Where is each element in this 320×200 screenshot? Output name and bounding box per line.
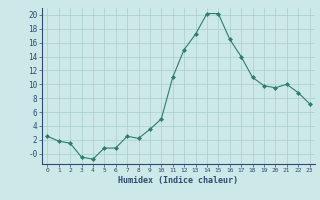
X-axis label: Humidex (Indice chaleur): Humidex (Indice chaleur) bbox=[118, 176, 238, 185]
